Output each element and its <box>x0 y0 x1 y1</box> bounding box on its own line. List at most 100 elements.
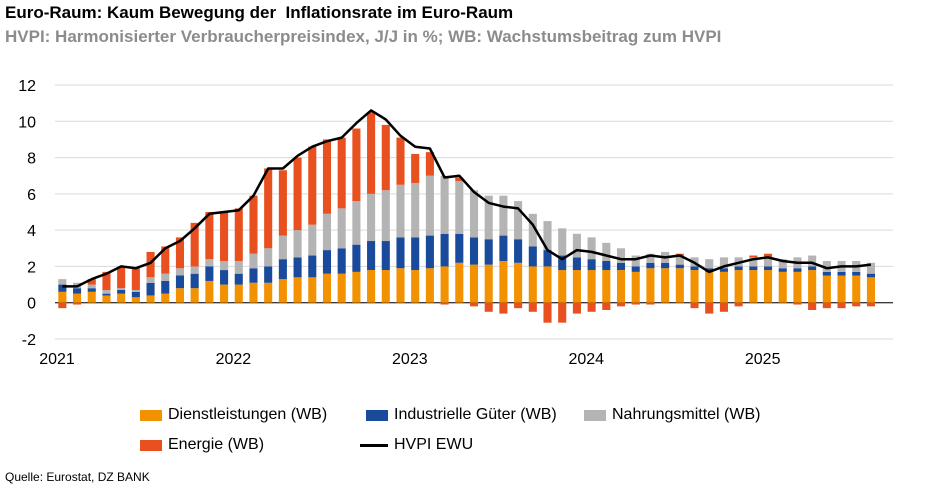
bar-services <box>308 277 317 303</box>
bar-energy <box>381 124 390 191</box>
bar-goods <box>646 262 655 269</box>
bar-food <box>175 268 185 276</box>
y-tick-label: 6 <box>27 187 36 204</box>
bar-food <box>190 266 199 274</box>
bar-energy <box>837 302 846 309</box>
bar-food <box>278 235 287 260</box>
bar-services <box>808 270 817 303</box>
bar-food <box>234 260 243 274</box>
y-tick-label: 2 <box>27 259 36 276</box>
bar-services <box>837 275 846 303</box>
bar-services <box>587 270 596 303</box>
bar-services <box>528 266 537 303</box>
bar-goods <box>661 262 670 269</box>
bar-food <box>484 195 493 240</box>
bar-food <box>102 290 111 294</box>
bar-food <box>293 230 302 258</box>
bar-goods <box>763 266 773 271</box>
bar-food <box>528 213 537 247</box>
bar-goods <box>381 241 390 271</box>
y-tick-label: 10 <box>18 114 36 131</box>
bar-goods <box>822 271 831 276</box>
bar-energy <box>367 112 376 194</box>
bar-food <box>381 190 390 242</box>
bar-food <box>808 255 817 267</box>
bar-services <box>749 270 758 303</box>
bar-services <box>661 268 670 303</box>
source-note: Quelle: Eurostat, DZ BANK <box>5 470 150 484</box>
bar-goods <box>440 233 449 267</box>
bar-goods <box>337 248 346 274</box>
bar-energy <box>602 302 611 310</box>
bar-energy <box>528 302 537 312</box>
bar-energy <box>822 302 831 309</box>
bar-food <box>499 195 508 236</box>
bar-food <box>411 182 420 238</box>
bar-energy <box>337 137 346 209</box>
bar-goods <box>190 273 199 289</box>
bar-services <box>73 293 82 303</box>
bar-food <box>719 257 728 269</box>
bar-energy <box>793 302 802 305</box>
bar-services <box>337 273 346 303</box>
bar-energy <box>763 253 773 258</box>
bar-food <box>308 224 317 256</box>
bar-food <box>87 284 96 289</box>
bar-services <box>484 264 493 303</box>
bar-services <box>675 268 684 303</box>
bar-food <box>572 233 581 258</box>
hicp-line <box>62 109 872 288</box>
bar-energy <box>631 302 640 305</box>
bar-energy <box>396 137 405 185</box>
bar-services <box>322 273 332 303</box>
bar-goods <box>616 262 626 271</box>
bar-energy <box>411 153 420 183</box>
bar-goods <box>352 244 361 272</box>
bar-services <box>175 288 185 303</box>
bar-goods <box>734 266 743 271</box>
bar-energy <box>587 302 596 312</box>
bar-food <box>146 277 155 283</box>
bar-energy <box>205 212 214 260</box>
bar-goods <box>808 266 817 271</box>
bar-goods <box>117 290 126 294</box>
bar-food <box>646 253 655 263</box>
bar-goods <box>264 266 273 283</box>
bar-food <box>131 290 140 292</box>
bar-goods <box>778 268 787 272</box>
y-tick-label: 0 <box>27 296 36 313</box>
bar-goods <box>837 271 846 276</box>
bar-energy <box>58 302 67 309</box>
bar-goods <box>793 268 802 272</box>
bar-goods <box>499 235 508 261</box>
bar-food <box>58 279 67 285</box>
bar-services <box>440 266 449 303</box>
bar-energy <box>161 246 170 274</box>
bar-services <box>234 284 243 303</box>
bar-services <box>131 297 140 303</box>
bar-energy <box>558 302 567 323</box>
bar-food <box>337 208 346 249</box>
bar-goods <box>469 237 479 265</box>
bar-food <box>161 273 170 281</box>
bar-services <box>278 279 287 303</box>
bar-services <box>514 262 523 303</box>
bar-goods <box>852 271 861 276</box>
bar-services <box>602 270 611 303</box>
bar-goods <box>367 241 376 271</box>
bar-services <box>367 270 376 303</box>
bar-goods <box>205 266 214 281</box>
bar-energy <box>749 255 758 258</box>
bar-services <box>411 270 420 303</box>
bar-goods <box>558 255 567 271</box>
bar-goods <box>249 268 258 283</box>
bar-food <box>322 213 332 251</box>
bar-services <box>852 275 861 303</box>
bar-energy <box>131 268 140 291</box>
bar-food <box>749 257 758 267</box>
bar-energy <box>616 302 626 307</box>
bar-energy <box>278 170 287 236</box>
bar-goods <box>749 266 758 271</box>
bar-goods <box>675 264 684 269</box>
bar-goods <box>308 255 317 278</box>
